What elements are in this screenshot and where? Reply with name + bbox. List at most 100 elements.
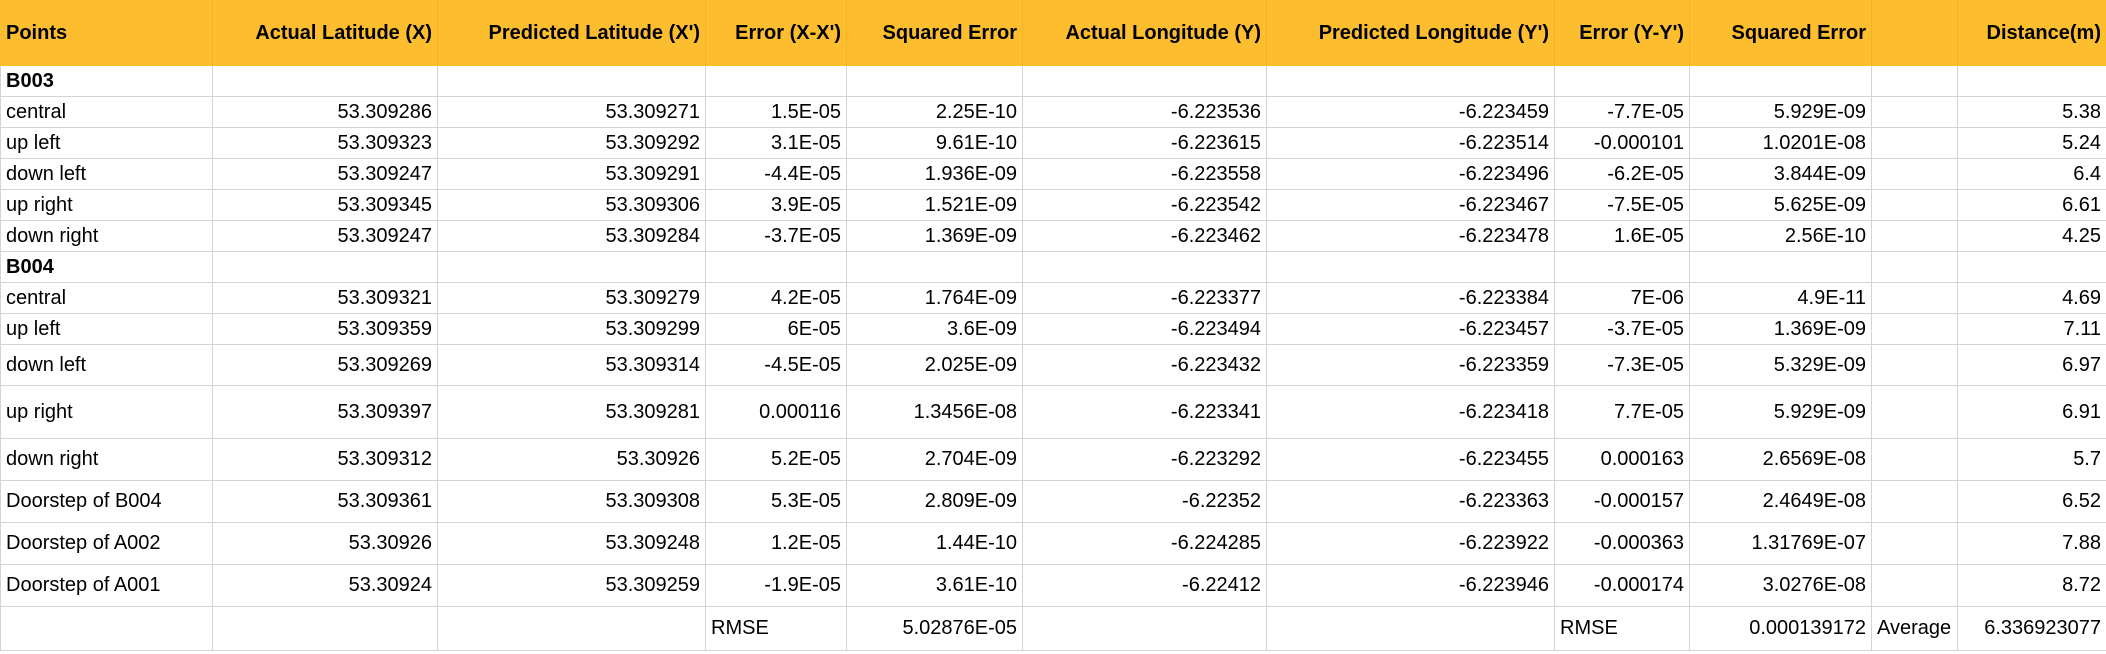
cell[interactable]: [1266, 65, 1555, 97]
cell[interactable]: 1.369E-09: [1689, 313, 1872, 345]
cell[interactable]: 53.309321: [212, 282, 438, 314]
cell[interactable]: [705, 251, 847, 283]
cell[interactable]: 6.61: [1957, 189, 2106, 221]
cell[interactable]: -6.223432: [1022, 344, 1267, 386]
cell[interactable]: 5.329E-09: [1689, 344, 1872, 386]
cell[interactable]: 53.309359: [212, 313, 438, 345]
cell[interactable]: 5.24: [1957, 127, 2106, 159]
cell[interactable]: -6.223615: [1022, 127, 1267, 159]
cell[interactable]: 53.309281: [437, 385, 706, 439]
cell[interactable]: 8.72: [1957, 564, 2106, 607]
cell[interactable]: 4.2E-05: [705, 282, 847, 314]
cell[interactable]: -4.4E-05: [705, 158, 847, 190]
cell[interactable]: -6.223363: [1266, 480, 1555, 523]
cell[interactable]: -6.223558: [1022, 158, 1267, 190]
cell[interactable]: -0.000174: [1554, 564, 1690, 607]
cell[interactable]: -6.223542: [1022, 189, 1267, 221]
cell[interactable]: 53.309345: [212, 189, 438, 221]
cell[interactable]: [1022, 606, 1267, 651]
point-name-cell[interactable]: up left: [0, 127, 213, 159]
cell[interactable]: [1871, 220, 1958, 252]
cell[interactable]: 6.91: [1957, 385, 2106, 439]
cell[interactable]: 6.97: [1957, 344, 2106, 386]
cell[interactable]: -6.223455: [1266, 438, 1555, 481]
cell[interactable]: 4.9E-11: [1689, 282, 1872, 314]
cell[interactable]: 4.25: [1957, 220, 2106, 252]
cell[interactable]: -7.5E-05: [1554, 189, 1690, 221]
cell[interactable]: [437, 251, 706, 283]
cell[interactable]: 5.38: [1957, 96, 2106, 128]
cell[interactable]: [212, 606, 438, 651]
header-cell[interactable]: Error (Y-Y'): [1554, 0, 1690, 66]
cell[interactable]: 53.309361: [212, 480, 438, 523]
cell[interactable]: 53.309312: [212, 438, 438, 481]
cell[interactable]: 7.11: [1957, 313, 2106, 345]
cell[interactable]: 1.5E-05: [705, 96, 847, 128]
cell[interactable]: [1871, 522, 1958, 565]
cell[interactable]: 53.309269: [212, 344, 438, 386]
cell[interactable]: 2.809E-09: [846, 480, 1023, 523]
cell[interactable]: 5.929E-09: [1689, 96, 1872, 128]
cell[interactable]: -6.223467: [1266, 189, 1555, 221]
cell[interactable]: 3.9E-05: [705, 189, 847, 221]
cell[interactable]: 5.7: [1957, 438, 2106, 481]
point-name-cell[interactable]: down right: [0, 220, 213, 252]
cell[interactable]: [1689, 251, 1872, 283]
point-name-cell[interactable]: central: [0, 282, 213, 314]
cell[interactable]: -6.223359: [1266, 344, 1555, 386]
cell[interactable]: 53.309259: [437, 564, 706, 607]
cell[interactable]: 0.000163: [1554, 438, 1690, 481]
cell[interactable]: -3.7E-05: [705, 220, 847, 252]
cell[interactable]: 2.56E-10: [1689, 220, 1872, 252]
cell[interactable]: -4.5E-05: [705, 344, 847, 386]
cell[interactable]: [1266, 251, 1555, 283]
cell[interactable]: 53.309284: [437, 220, 706, 252]
cell[interactable]: 1.31769E-07: [1689, 522, 1872, 565]
cell[interactable]: 2.6569E-08: [1689, 438, 1872, 481]
cell[interactable]: 53.309292: [437, 127, 706, 159]
cell[interactable]: -0.000363: [1554, 522, 1690, 565]
cell[interactable]: 53.309314: [437, 344, 706, 386]
cell[interactable]: [212, 65, 438, 97]
cell[interactable]: [1554, 251, 1690, 283]
point-name-cell[interactable]: up right: [0, 385, 213, 439]
cell[interactable]: 3.844E-09: [1689, 158, 1872, 190]
cell[interactable]: -6.223341: [1022, 385, 1267, 439]
point-name-cell[interactable]: up left: [0, 313, 213, 345]
cell[interactable]: -6.223536: [1022, 96, 1267, 128]
point-name-cell[interactable]: Doorstep of B004: [0, 480, 213, 523]
cell[interactable]: 1.6E-05: [1554, 220, 1690, 252]
point-name-cell[interactable]: down right: [0, 438, 213, 481]
cell[interactable]: 5.2E-05: [705, 438, 847, 481]
cell[interactable]: -6.223384: [1266, 282, 1555, 314]
header-cell[interactable]: Points: [0, 0, 213, 66]
cell[interactable]: -6.223457: [1266, 313, 1555, 345]
cell[interactable]: 1.44E-10: [846, 522, 1023, 565]
cell[interactable]: -6.223418: [1266, 385, 1555, 439]
cell[interactable]: [0, 606, 213, 651]
cell[interactable]: [1957, 65, 2106, 97]
cell[interactable]: -6.223377: [1022, 282, 1267, 314]
cell[interactable]: -0.000157: [1554, 480, 1690, 523]
header-cell[interactable]: Actual Longitude (Y): [1022, 0, 1267, 66]
cell[interactable]: 53.309286: [212, 96, 438, 128]
point-name-cell[interactable]: down left: [0, 344, 213, 386]
cell[interactable]: -6.223459: [1266, 96, 1555, 128]
cell[interactable]: [705, 65, 847, 97]
cell[interactable]: 7E-06: [1554, 282, 1690, 314]
cell[interactable]: -6.223946: [1266, 564, 1555, 607]
rmse-x-label[interactable]: RMSE: [705, 606, 847, 651]
cell[interactable]: [1871, 158, 1958, 190]
group-label[interactable]: B003: [0, 65, 213, 97]
cell[interactable]: -6.22412: [1022, 564, 1267, 607]
cell[interactable]: -6.2E-05: [1554, 158, 1690, 190]
cell[interactable]: -6.22352: [1022, 480, 1267, 523]
cell[interactable]: 53.309308: [437, 480, 706, 523]
rmse-y-value[interactable]: 0.000139172: [1689, 606, 1872, 651]
cell[interactable]: 3.1E-05: [705, 127, 847, 159]
cell[interactable]: 1.936E-09: [846, 158, 1023, 190]
cell[interactable]: [1957, 251, 2106, 283]
cell[interactable]: -3.7E-05: [1554, 313, 1690, 345]
header-cell[interactable]: Squared Error: [846, 0, 1023, 66]
cell[interactable]: -7.7E-05: [1554, 96, 1690, 128]
